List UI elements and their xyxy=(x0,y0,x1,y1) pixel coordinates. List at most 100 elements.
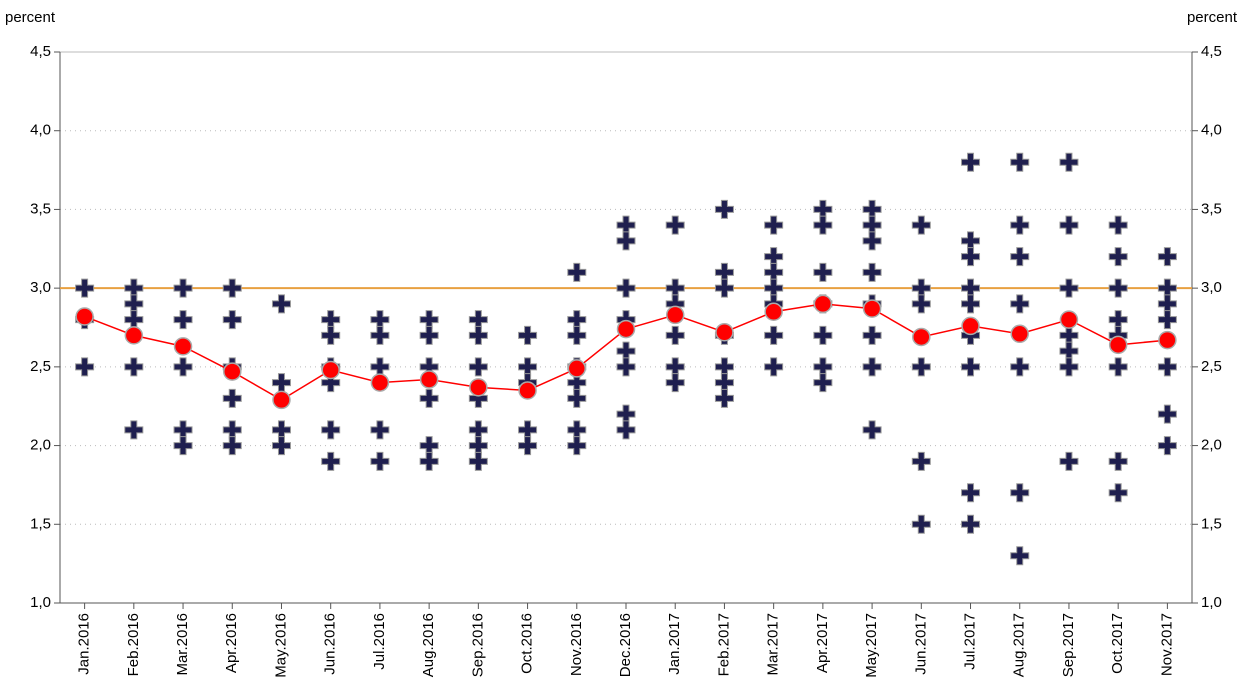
forecast-marker xyxy=(665,325,685,345)
x-tick-label: Mar.2016 xyxy=(174,613,191,676)
mean-marker xyxy=(764,302,783,322)
forecast-marker xyxy=(616,357,636,377)
x-tick-label: Oct.2016 xyxy=(519,613,536,674)
forecast-marker xyxy=(222,436,242,456)
forecast-marker xyxy=(567,388,587,408)
mean-marker xyxy=(813,294,833,314)
forecast-marker xyxy=(764,215,784,235)
mean-marker xyxy=(665,305,685,325)
y2-tick-label: 3,5 xyxy=(1201,200,1222,217)
forecast-marker xyxy=(862,357,882,377)
mean-marker xyxy=(715,322,734,342)
forecast-marker xyxy=(468,325,488,345)
x-tick-label: Jun.2017 xyxy=(912,613,929,675)
mean-marker xyxy=(124,326,144,345)
forecast-marker xyxy=(1059,357,1079,377)
mean-marker xyxy=(862,299,882,318)
forecast-marker xyxy=(1059,451,1079,471)
x-tick-label: Feb.2016 xyxy=(125,613,142,676)
forecast-marker xyxy=(1108,483,1128,503)
mean-marker xyxy=(321,360,340,380)
mean-marker xyxy=(272,390,291,410)
forecast-marker xyxy=(1010,247,1030,267)
forecast-marker xyxy=(1157,357,1177,377)
forecast-marker xyxy=(1108,451,1128,471)
forecast-marker xyxy=(567,436,587,456)
forecast-marker xyxy=(1059,215,1079,235)
forecast-marker xyxy=(75,278,95,298)
forecast-marker xyxy=(468,357,488,377)
forecast-marker xyxy=(911,451,931,471)
forecast-marker xyxy=(665,215,685,235)
forecast-marker xyxy=(173,357,193,377)
forecast-marker xyxy=(1010,152,1030,172)
y-tick-label: 4,5 xyxy=(30,43,51,60)
y-tick-label: 1,5 xyxy=(30,515,51,532)
mean-marker xyxy=(912,327,931,347)
x-tick-label: Sep.2016 xyxy=(469,613,486,677)
forecast-marker xyxy=(321,451,341,471)
forecast-marker xyxy=(173,278,193,298)
forecast-marker xyxy=(1108,247,1128,267)
y2-tick-label: 1,0 xyxy=(1201,594,1222,611)
forecast-marker xyxy=(222,310,242,330)
forecast-marker xyxy=(1059,152,1079,172)
forecast-marker xyxy=(271,373,291,393)
mean-marker xyxy=(1010,324,1029,344)
forecast-marker xyxy=(75,357,95,377)
forecast-marker xyxy=(1059,278,1079,298)
y-axis-label-right: percent xyxy=(1187,9,1238,26)
forecast-marker xyxy=(616,420,636,440)
forecast-marker xyxy=(911,514,931,534)
x-tick-label: Sep.2017 xyxy=(1060,613,1077,677)
x-tick-label: Dec.2016 xyxy=(617,613,634,677)
forecast-marker xyxy=(124,310,144,330)
x-tick-label: Apr.2017 xyxy=(814,613,831,673)
mean-marker xyxy=(370,373,390,392)
forecast-marker xyxy=(961,357,981,377)
forecast-marker xyxy=(321,325,341,345)
forecast-marker xyxy=(468,451,488,471)
forecast-marker xyxy=(370,325,390,345)
forecast-marker xyxy=(862,420,882,440)
x-tick-label: Aug.2016 xyxy=(420,613,437,677)
x-tick-label: Jan.2017 xyxy=(666,613,683,675)
forecast-marker xyxy=(567,262,587,282)
forecast-marker xyxy=(1010,546,1030,566)
forecast-marker xyxy=(961,294,981,314)
mean-marker xyxy=(961,316,980,336)
forecast-marker xyxy=(714,199,734,219)
forecast-marker xyxy=(124,420,144,440)
forecast-marker xyxy=(321,420,341,440)
forecast-marker xyxy=(419,325,439,345)
mean-marker xyxy=(469,378,488,397)
forecast-marker xyxy=(222,278,242,298)
forecast-marker xyxy=(813,262,833,282)
forecast-marker xyxy=(1010,294,1030,314)
forecast-marker xyxy=(862,262,882,282)
forecast-marker xyxy=(665,373,685,393)
mean-marker xyxy=(567,359,587,378)
forecast-marker xyxy=(124,357,144,377)
y2-tick-label: 3,0 xyxy=(1201,279,1222,296)
forecast-marker xyxy=(1108,215,1128,235)
forecast-marker xyxy=(518,325,538,345)
y-axis-label-left: percent xyxy=(5,9,56,26)
y-tick-label: 2,0 xyxy=(30,437,51,454)
mean-marker xyxy=(1158,330,1177,350)
forecast-marker xyxy=(271,436,291,456)
x-tick-label: May.2016 xyxy=(272,613,289,678)
forecast-marker xyxy=(961,152,981,172)
forecast-marker xyxy=(616,278,636,298)
y2-tick-label: 2,0 xyxy=(1201,437,1222,454)
forecast-marker xyxy=(1010,215,1030,235)
forecast-marker xyxy=(518,436,538,456)
forecast-marker xyxy=(714,278,734,298)
y-tick-label: 3,0 xyxy=(30,279,51,296)
forecast-marker xyxy=(616,231,636,251)
y-tick-label: 1,0 xyxy=(30,594,51,611)
forecast-marker xyxy=(173,436,193,456)
x-tick-label: Jul.2016 xyxy=(371,613,388,670)
forecast-marker xyxy=(764,325,784,345)
